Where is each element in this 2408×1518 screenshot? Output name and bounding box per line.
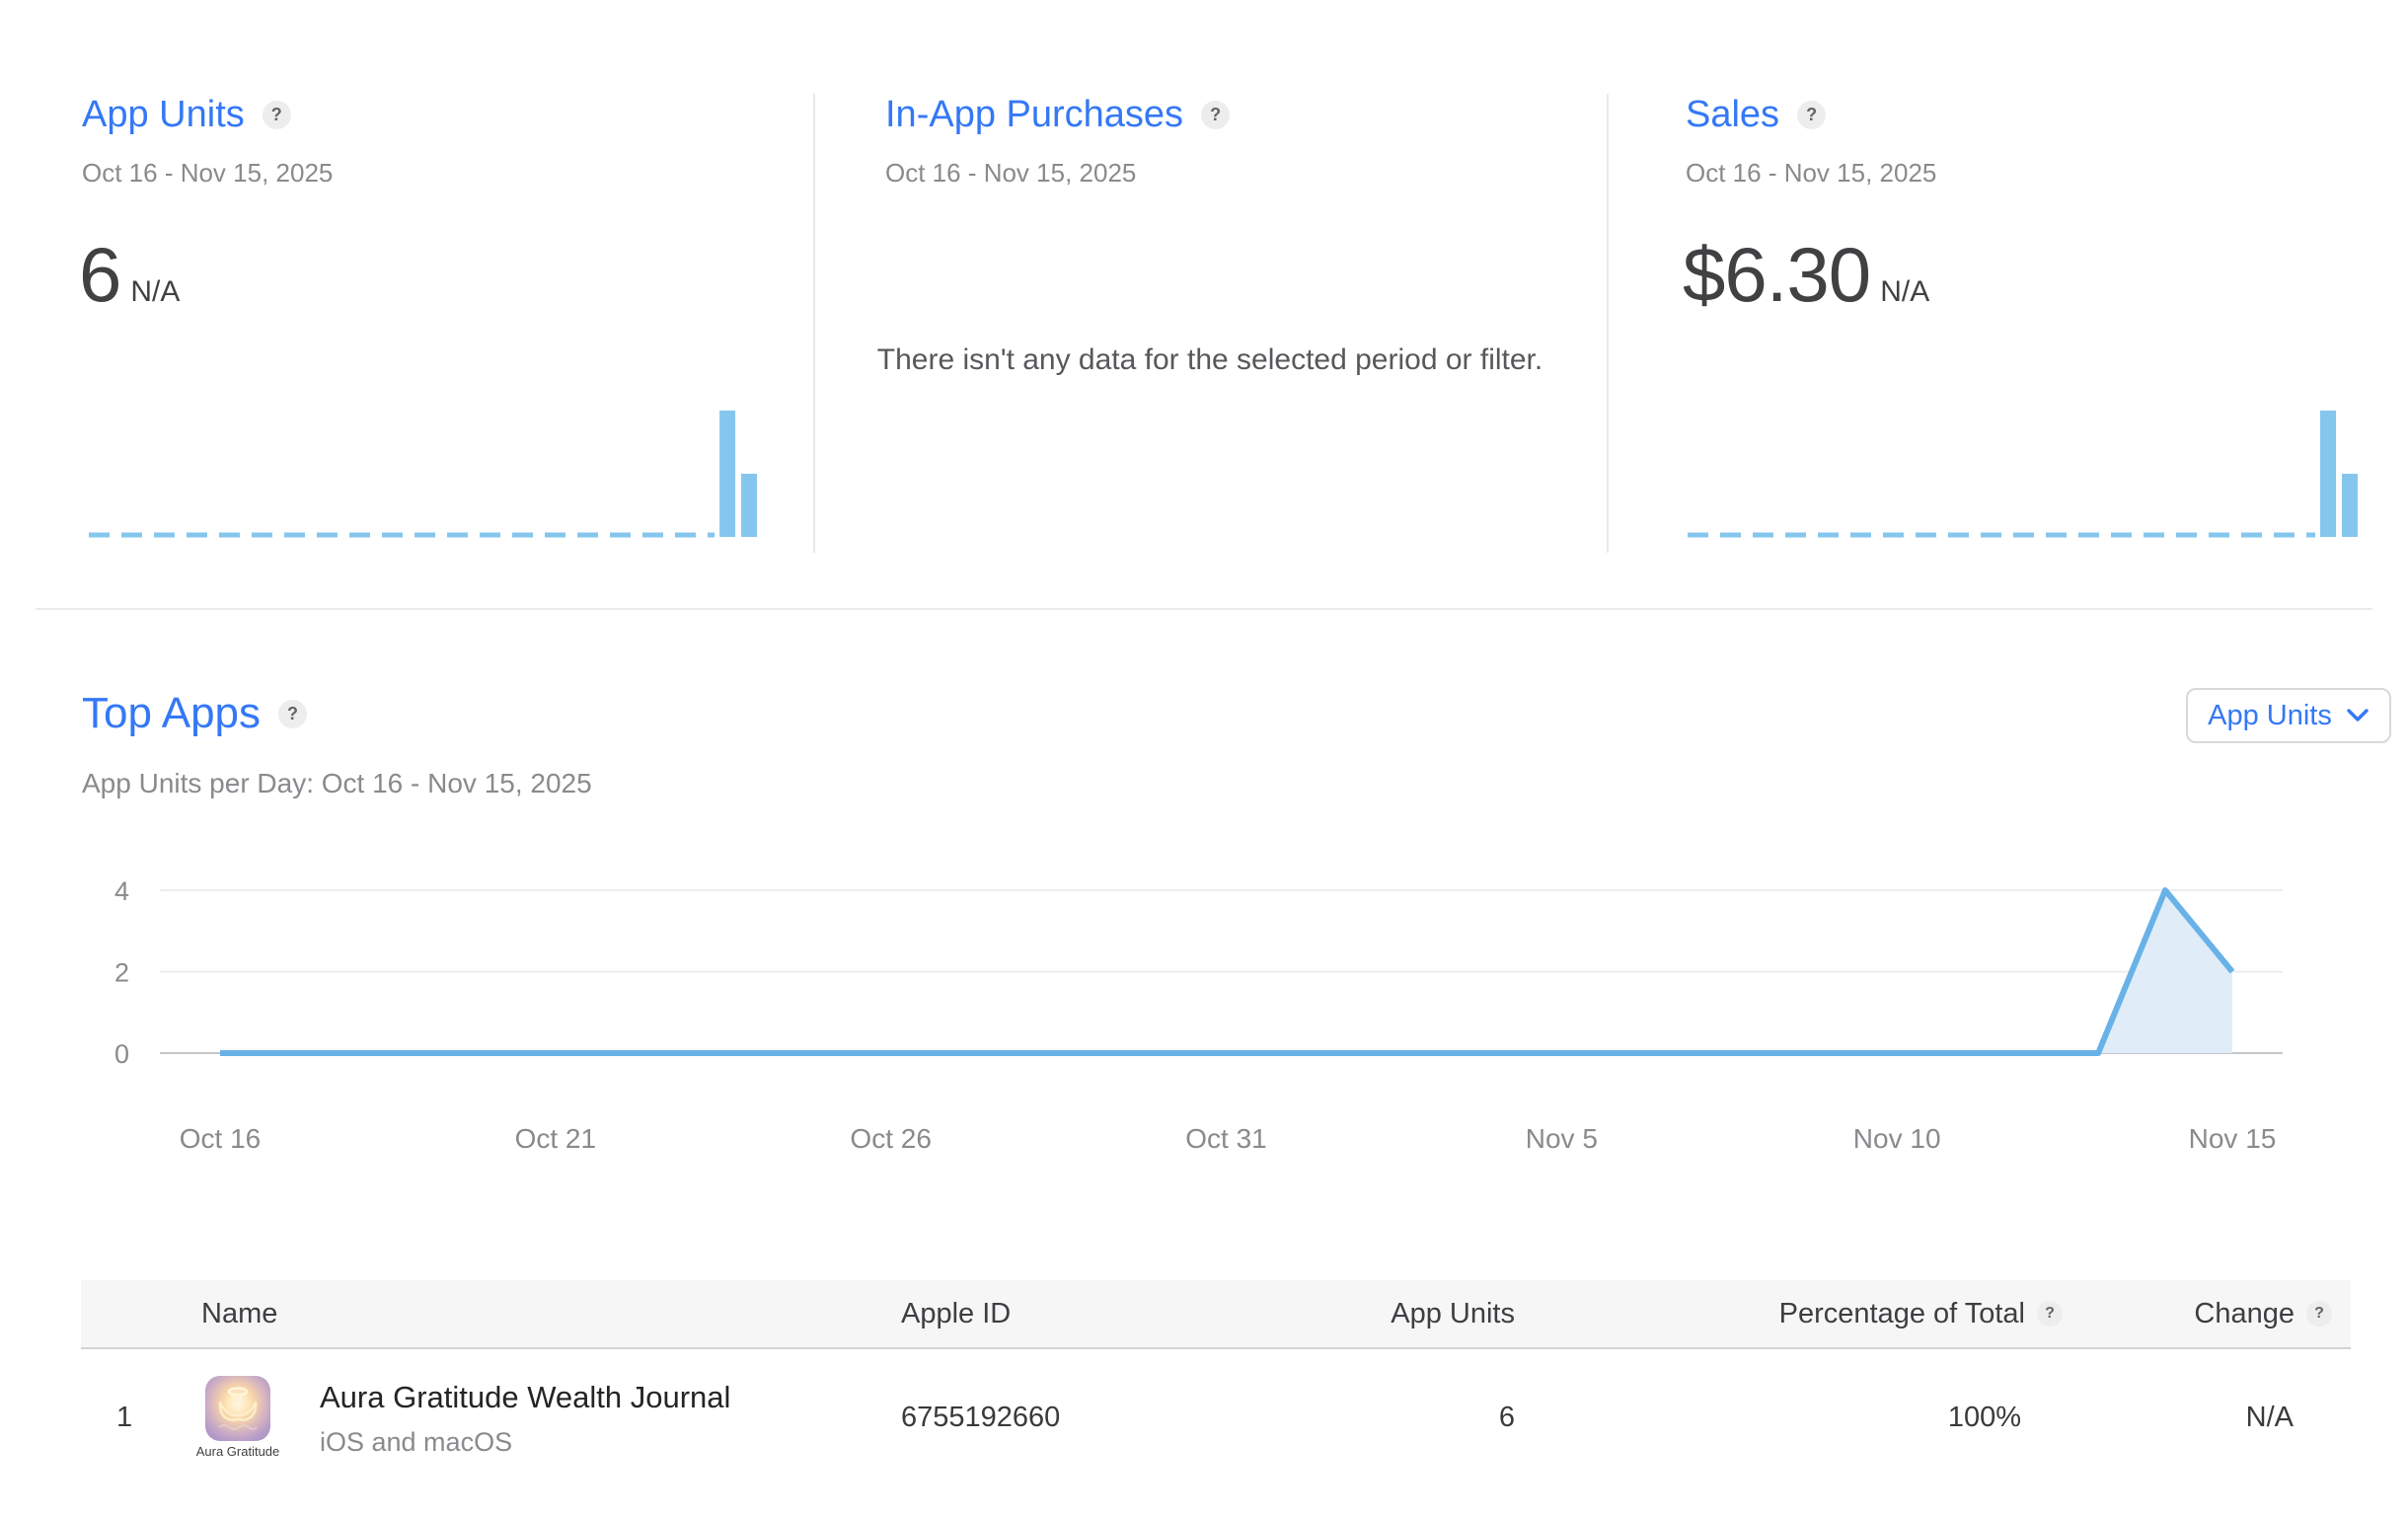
iap-empty-message: There isn't any data for the selected pe… <box>876 343 1543 376</box>
cell-percentage: 100% <box>1947 1402 2021 1433</box>
card-divider <box>1607 94 1609 553</box>
x-axis-tick-label: Oct 16 <box>180 1123 261 1154</box>
x-axis-tick-label: Oct 26 <box>850 1123 931 1154</box>
iap-date-range: Oct 16 - Nov 15, 2025 <box>885 158 1137 188</box>
top-apps-subtitle: App Units per Day: Oct 16 - Nov 15, 2025 <box>82 768 592 798</box>
section-divider <box>36 608 2372 610</box>
card-divider <box>813 94 815 553</box>
table-header-row: Name Apple ID App Units Percentage of To… <box>81 1280 2351 1349</box>
app-units-change-suffix: N/A <box>130 275 181 308</box>
app-units-metric: 6 N/A <box>79 230 180 320</box>
help-icon[interactable]: ? <box>278 699 308 728</box>
app-icon[interactable] <box>205 1376 270 1441</box>
x-axis-tick-label: Oct 21 <box>515 1123 596 1154</box>
app-units-card-header: App Units ? <box>82 94 291 136</box>
metric-filter-label: App Units <box>2208 699 2332 731</box>
column-header-label: Apple ID <box>901 1297 1012 1329</box>
app-units-line <box>220 887 2235 1056</box>
iap-card-header: In-App Purchases ? <box>885 94 1231 136</box>
mini-bar <box>2342 474 2358 537</box>
cell-apple-id: 6755192660 <box>901 1402 1061 1433</box>
help-icon[interactable]: ? <box>2037 1301 2063 1327</box>
column-header-label: Percentage of Total <box>1778 1297 2025 1329</box>
x-axis-tick-label: Nov 10 <box>1853 1123 1941 1154</box>
iap-title-link[interactable]: In-App Purchases <box>885 94 1184 135</box>
app-platforms: iOS and macOS <box>320 1427 513 1457</box>
column-header-apple-id: Apple ID <box>901 1280 1011 1347</box>
app-name-link[interactable]: Aura Gratitude Wealth Journal <box>320 1380 731 1414</box>
column-header-name: Name <box>201 1280 277 1347</box>
x-axis-tick-label: Oct 31 <box>1185 1123 1266 1154</box>
column-header-percentage: Percentage of Total ? <box>1779 1280 2063 1347</box>
x-axis-tick-label: Nov 5 <box>1526 1123 1598 1154</box>
sales-date-range: Oct 16 - Nov 15, 2025 <box>1686 158 1937 188</box>
cell-app-units: 6 <box>1498 1402 1515 1433</box>
y-axis-tick-label: 0 <box>114 1039 129 1069</box>
metric-filter-dropdown[interactable]: App Units <box>2186 688 2391 743</box>
column-header-change: Change ? <box>2194 1280 2332 1347</box>
sales-title-link[interactable]: Sales <box>1686 94 1780 135</box>
chevron-down-icon <box>2347 709 2369 721</box>
help-icon[interactable]: ? <box>262 101 291 129</box>
area-fill <box>220 890 2232 1053</box>
cell-change: N/A <box>2245 1402 2294 1433</box>
sales-card-header: Sales ? <box>1686 94 1827 136</box>
top-apps-title-link[interactable]: Top Apps <box>82 689 262 737</box>
row-rank: 1 <box>116 1402 133 1433</box>
column-header-app-units: App Units <box>1391 1280 1515 1347</box>
mini-bar <box>741 474 758 537</box>
lotus-glow-artwork <box>218 1387 258 1430</box>
help-icon[interactable]: ? <box>2306 1301 2332 1327</box>
top-apps-header: Top Apps ? <box>82 689 308 738</box>
y-axis-tick-label: 2 <box>114 958 129 988</box>
y-axis-tick-label: 4 <box>114 876 129 906</box>
help-icon[interactable]: ? <box>1797 101 1827 129</box>
sales-metric: $6.30 N/A <box>1683 230 1929 320</box>
sales-change-suffix: N/A <box>1880 275 1930 308</box>
app-units-value: 6 <box>79 231 121 318</box>
app-icon-caption: Aura Gratitude <box>195 1444 280 1459</box>
app-units-title-link[interactable]: App Units <box>82 94 245 135</box>
mini-bar <box>2320 411 2336 537</box>
help-icon[interactable]: ? <box>1201 101 1231 129</box>
app-units-date-range: Oct 16 - Nov 15, 2025 <box>82 158 334 188</box>
column-header-label: Name <box>201 1297 278 1329</box>
x-axis-tick-label: Nov 15 <box>2189 1123 2277 1154</box>
mini-bar <box>719 411 736 537</box>
column-header-label: App Units <box>1391 1297 1515 1329</box>
column-header-label: Change <box>2194 1297 2295 1329</box>
sales-value: $6.30 <box>1683 231 1871 318</box>
